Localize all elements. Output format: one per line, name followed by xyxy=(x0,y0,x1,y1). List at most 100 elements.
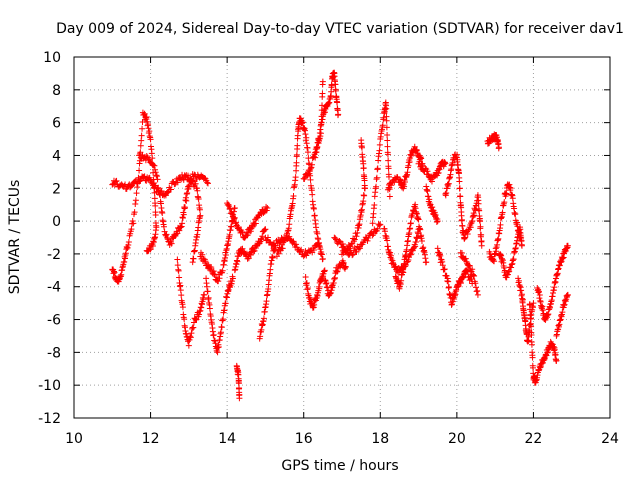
data-point xyxy=(138,137,145,144)
data-point xyxy=(282,235,289,242)
data-point xyxy=(466,262,473,269)
data-point xyxy=(462,255,469,262)
data-point xyxy=(263,203,270,210)
data-point xyxy=(469,266,476,273)
data-point xyxy=(227,210,234,217)
data-point xyxy=(530,300,537,307)
data-point xyxy=(141,110,148,117)
y-tick-label: 4 xyxy=(52,148,61,164)
data-point xyxy=(327,289,334,296)
data-point xyxy=(258,236,265,243)
data-point xyxy=(222,300,229,307)
data-point xyxy=(384,131,391,138)
data-point xyxy=(180,211,187,218)
data-point xyxy=(134,184,141,191)
data-point xyxy=(225,201,232,208)
data-point xyxy=(138,132,145,139)
data-point xyxy=(208,264,215,271)
data-point xyxy=(144,248,151,255)
data-point xyxy=(376,141,383,148)
data-point xyxy=(196,308,203,315)
data-point xyxy=(231,204,238,211)
data-point xyxy=(422,165,429,172)
data-point xyxy=(111,181,118,188)
data-point xyxy=(383,117,390,124)
data-point xyxy=(319,251,326,258)
data-point xyxy=(461,234,468,241)
data-point xyxy=(398,277,405,284)
data-point xyxy=(190,248,197,255)
data-point xyxy=(307,176,314,183)
data-point xyxy=(303,279,310,286)
data-point xyxy=(284,228,291,235)
data-point xyxy=(518,242,525,249)
data-point xyxy=(298,246,305,253)
data-point xyxy=(442,160,449,167)
data-point xyxy=(290,238,297,245)
data-point xyxy=(384,143,391,150)
data-point xyxy=(411,244,418,251)
data-point xyxy=(507,185,514,192)
data-point xyxy=(258,326,265,333)
data-point xyxy=(477,223,484,230)
data-point xyxy=(293,241,300,248)
y-tick-label: -6 xyxy=(47,313,61,329)
data-point xyxy=(303,252,310,259)
data-point xyxy=(540,310,547,317)
data-point xyxy=(196,206,203,213)
data-point xyxy=(509,195,516,202)
data-point xyxy=(469,271,476,278)
data-point xyxy=(293,151,300,158)
data-point xyxy=(423,259,430,266)
data-point xyxy=(143,153,150,160)
data-point xyxy=(124,244,131,251)
data-point xyxy=(334,268,341,275)
x-axis-label: GPS time / hours xyxy=(281,458,398,474)
data-point xyxy=(247,228,254,235)
data-point xyxy=(153,173,160,180)
data-point xyxy=(222,254,229,261)
data-point xyxy=(229,275,236,282)
data-point xyxy=(164,189,171,196)
plot-frame xyxy=(73,56,611,419)
data-point xyxy=(152,212,159,219)
data-point xyxy=(185,342,192,349)
data-point xyxy=(201,291,208,298)
data-point xyxy=(130,220,137,227)
data-point xyxy=(360,164,367,171)
data-point xyxy=(527,306,534,313)
data-point xyxy=(369,220,376,227)
data-point xyxy=(146,244,153,251)
data-point xyxy=(229,211,236,218)
data-point xyxy=(277,246,284,253)
data-point xyxy=(252,220,259,227)
data-point xyxy=(451,296,458,303)
data-point xyxy=(244,232,251,239)
data-point xyxy=(361,192,368,199)
data-point xyxy=(319,78,326,85)
data-point xyxy=(149,155,156,162)
data-point xyxy=(332,235,339,242)
data-point xyxy=(407,250,414,257)
data-point xyxy=(528,323,535,330)
data-point xyxy=(177,224,184,231)
data-point xyxy=(177,287,184,294)
data-point xyxy=(189,325,196,332)
x-tick-label: 10 xyxy=(65,431,83,447)
data-point xyxy=(393,268,400,275)
data-point xyxy=(495,144,502,151)
data-point xyxy=(127,230,134,237)
data-point xyxy=(319,255,326,262)
data-point xyxy=(371,201,378,208)
data-point xyxy=(321,267,328,274)
data-point xyxy=(132,200,139,207)
data-point xyxy=(210,268,217,275)
data-point xyxy=(353,233,360,240)
data-point xyxy=(304,285,311,292)
data-point xyxy=(385,157,392,164)
data-point xyxy=(439,262,446,269)
data-point xyxy=(128,226,135,233)
data-point xyxy=(205,294,212,301)
x-tick-label: 16 xyxy=(295,431,313,447)
data-point xyxy=(516,229,523,236)
